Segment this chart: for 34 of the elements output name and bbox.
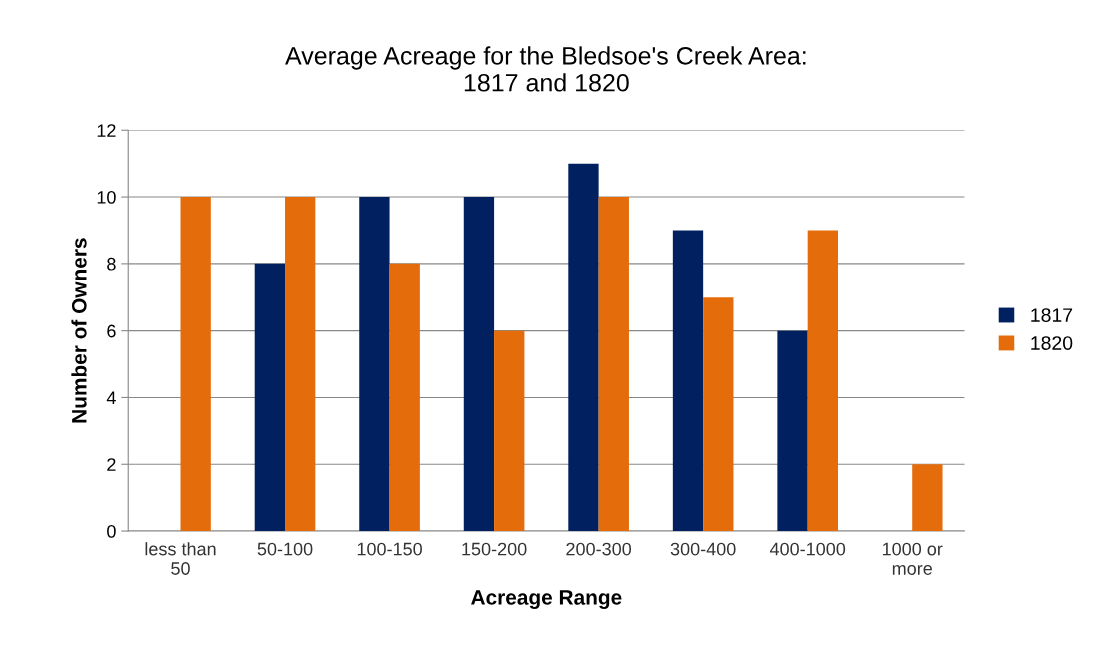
- bar: [672, 230, 704, 532]
- y-tick-label: 12: [97, 124, 116, 137]
- bar: [912, 464, 943, 532]
- x-tick-label: less than 50: [145, 542, 216, 575]
- y-tick-label: 6: [107, 324, 116, 338]
- y-tick-label: 2: [107, 458, 116, 471]
- legend-label: 1817: [1031, 308, 1073, 322]
- bar: [180, 197, 211, 532]
- x-tick-label: 200-300: [566, 542, 632, 556]
- y-tick-label: 4: [106, 391, 116, 404]
- x-tick-label: 50-100: [257, 542, 313, 556]
- x-tick-label: 1000 or more: [882, 542, 943, 575]
- y-tick-label: 10: [97, 190, 116, 204]
- bar: [777, 330, 808, 532]
- x-tick-label: 150-200: [462, 542, 527, 556]
- x-tick-label: 400-1000: [769, 542, 846, 556]
- bar: [463, 197, 495, 532]
- legend-label: 1820: [1031, 336, 1073, 350]
- bar: [285, 197, 316, 532]
- bar: [389, 263, 420, 532]
- bar: [568, 163, 599, 532]
- bar: [359, 197, 390, 532]
- x-axis-title: Acreage Range: [471, 590, 622, 609]
- bar: [703, 297, 734, 532]
- y-tick-label: 8: [107, 257, 116, 271]
- y-axis-title: Number of Owners: [71, 238, 87, 423]
- bar: [494, 330, 525, 532]
- x-tick-label: 100-150: [357, 542, 422, 556]
- chart-title: Average Acreage for the Bledsoe's Creek Area: 1817 and 1820: [285, 46, 806, 92]
- y-tick-label: 0: [107, 524, 116, 538]
- bar: [254, 263, 286, 532]
- bar: [807, 230, 838, 532]
- bar: [598, 197, 629, 532]
- x-tick-label: 300-400: [670, 542, 736, 556]
